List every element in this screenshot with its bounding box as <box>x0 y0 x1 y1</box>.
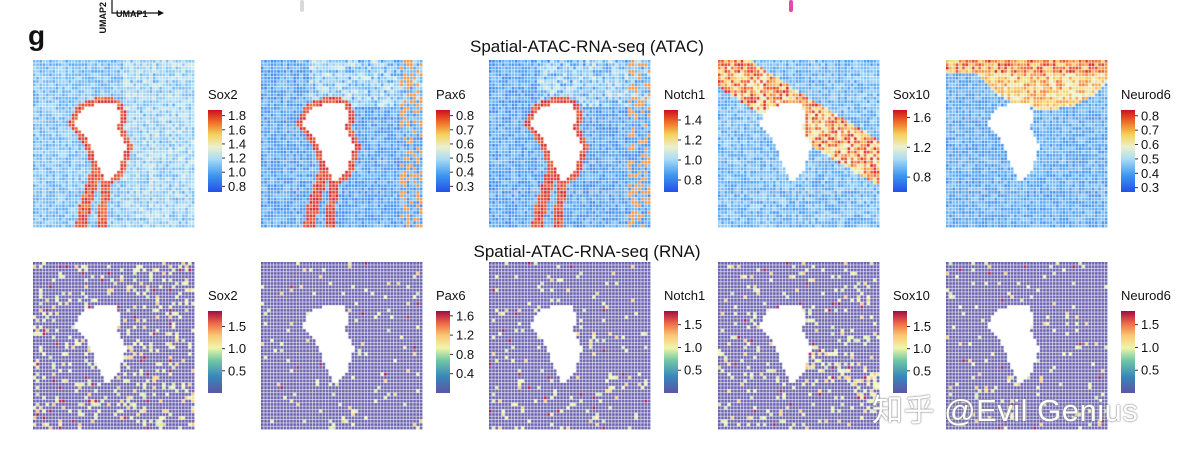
umap-x-label: UMAP1 <box>116 9 148 19</box>
colorbar-tick-label: 0.5 <box>1141 363 1159 378</box>
colorbar-tick-label: 1.4 <box>228 136 246 151</box>
colorbar-tick-label: 0.3 <box>1141 180 1159 195</box>
colorbar-tick-label: 0.4 <box>456 366 474 381</box>
colorbar-gradient <box>664 311 678 393</box>
colorbar-gradient <box>893 110 907 192</box>
atac-pax6-colorbar: Pax6 0.80.70.60.50.40.3 <box>436 87 474 194</box>
atac-pax6-spatial-map <box>261 60 423 228</box>
rna-neurod6-spatial-map <box>946 262 1108 430</box>
colorbar-tick-label: 1.2 <box>684 133 702 148</box>
colorbar-tick-label: 1.0 <box>684 153 702 168</box>
atac-notch1-spatial-map <box>489 60 651 228</box>
colorbar-tick-label: 1.6 <box>228 122 246 137</box>
colorbar-gene-label: Sox2 <box>208 288 238 303</box>
watermark: 知乎 @Evil Genius <box>872 393 1139 428</box>
colorbar-tick-label: 1.0 <box>228 341 246 356</box>
colorbar-gradient <box>1121 311 1135 393</box>
colorbar-tick-label: 1.2 <box>228 151 246 166</box>
colorbar-tick-label: 0.4 <box>1141 166 1159 181</box>
rna-neurod6-colorbar: Neurod6 1.5 1.0 0.5 <box>1121 288 1171 393</box>
colorbar-tick-label: 0.5 <box>228 363 246 378</box>
colorbar-gradient <box>1121 110 1135 192</box>
colorbar-tick-label: 1.5 <box>228 319 246 334</box>
colorbar-tick-label: 1.5 <box>684 317 702 332</box>
colorbar-gene-label: Neurod6 <box>1121 87 1171 102</box>
colorbar-gene-label: Neurod6 <box>1121 288 1171 303</box>
colorbar-tick-label: 1.0 <box>913 341 931 356</box>
colorbar-tick-label: 0.5 <box>913 363 931 378</box>
colorbar-tick-label: 1.0 <box>684 340 702 355</box>
rna-row-title: Spatial-ATAC-RNA-seq (RNA) <box>473 242 701 261</box>
colorbar-tick-label: 1.6 <box>456 308 474 323</box>
colorbar-gene-label: Sox10 <box>893 87 930 102</box>
colorbar-gene-label: Sox2 <box>208 87 238 102</box>
panel-letter: g <box>28 20 46 51</box>
rna-notch1-colorbar: Notch1 1.5 1.0 0.5 <box>664 288 705 393</box>
colorbar-gene-label: Notch1 <box>664 288 705 303</box>
colorbar-tick-label: 0.8 <box>456 108 474 123</box>
colorbar-gradient <box>208 110 222 192</box>
rna-sox10-spatial-map <box>718 262 880 430</box>
colorbar-gradient <box>208 311 222 393</box>
colorbar-tick-label: 1.5 <box>1141 317 1159 332</box>
atac-row-title: Spatial-ATAC-RNA-seq (ATAC) <box>470 37 704 56</box>
umap-axis-fragment <box>98 0 168 22</box>
cropped-plot-fragment <box>789 0 793 12</box>
colorbar-tick-label: 0.8 <box>456 347 474 362</box>
colorbar-tick-label: 1.0 <box>228 165 246 180</box>
colorbar-gene-label: Pax6 <box>436 87 466 102</box>
rna-notch1-spatial-map <box>489 262 651 430</box>
atac-sox2-colorbar: Sox2 1.81.61.41.21.00.8 <box>208 87 246 194</box>
colorbar-tick-label: 0.8 <box>1141 108 1159 123</box>
atac-neurod6-spatial-map <box>946 60 1108 228</box>
colorbar-tick-label: 1.4 <box>684 113 702 128</box>
atac-sox10-spatial-map <box>718 60 880 228</box>
atac-neurod6-colorbar: Neurod6 0.80.70.60.50.40.3 <box>1121 87 1171 195</box>
colorbar-tick-label: 0.4 <box>456 165 474 180</box>
colorbar-tick-label: 1.0 <box>1141 340 1159 355</box>
colorbar-tick-label: 0.5 <box>456 151 474 166</box>
colorbar-tick-label: 0.5 <box>1141 151 1159 166</box>
colorbar-tick-label: 0.6 <box>456 136 474 151</box>
rna-sox2-spatial-map <box>33 262 195 430</box>
cropped-plot-fragment <box>300 0 304 12</box>
colorbar-tick-label: 0.8 <box>913 170 931 185</box>
colorbar-tick-label: 1.2 <box>456 328 474 343</box>
colorbar-tick-label: 0.3 <box>456 179 474 194</box>
colorbar-tick-label: 0.8 <box>228 179 246 194</box>
colorbar-gradient <box>436 311 450 393</box>
umap-y-label: UMAP2 <box>98 2 108 34</box>
atac-notch1-colorbar: Notch1 1.4 1.2 1.0 0.8 <box>664 87 705 192</box>
colorbar-tick-label: 0.6 <box>1141 137 1159 152</box>
colorbar-tick-label: 1.8 <box>228 108 246 123</box>
rna-pax6-spatial-map <box>261 262 423 430</box>
colorbar-gradient <box>664 110 678 192</box>
colorbar-gene-label: Notch1 <box>664 87 705 102</box>
atac-sox10-colorbar: Sox10 1.6 1.2 0.8 <box>893 87 931 192</box>
colorbar-tick-label: 0.7 <box>1141 123 1159 138</box>
colorbar-gene-label: Sox10 <box>893 288 930 303</box>
rna-sox10-colorbar: Sox10 1.5 1.0 0.5 <box>893 288 931 393</box>
colorbar-gradient <box>436 110 450 192</box>
colorbar-gene-label: Pax6 <box>436 288 466 303</box>
colorbar-tick-label: 1.5 <box>913 319 931 334</box>
colorbar-tick-label: 1.2 <box>913 140 931 155</box>
colorbar-gradient <box>893 311 907 393</box>
colorbar-tick-label: 0.8 <box>684 173 702 188</box>
umap-axis-arrows <box>111 0 164 16</box>
atac-sox2-spatial-map <box>33 60 195 228</box>
colorbar-tick-label: 0.7 <box>456 122 474 137</box>
rna-pax6-colorbar: Pax6 1.6 1.2 0.8 0.4 <box>436 288 474 393</box>
colorbar-tick-label: 1.6 <box>913 110 931 125</box>
colorbar-tick-label: 0.5 <box>684 363 702 378</box>
rna-sox2-colorbar: Sox2 1.5 1.0 0.5 <box>208 288 246 393</box>
